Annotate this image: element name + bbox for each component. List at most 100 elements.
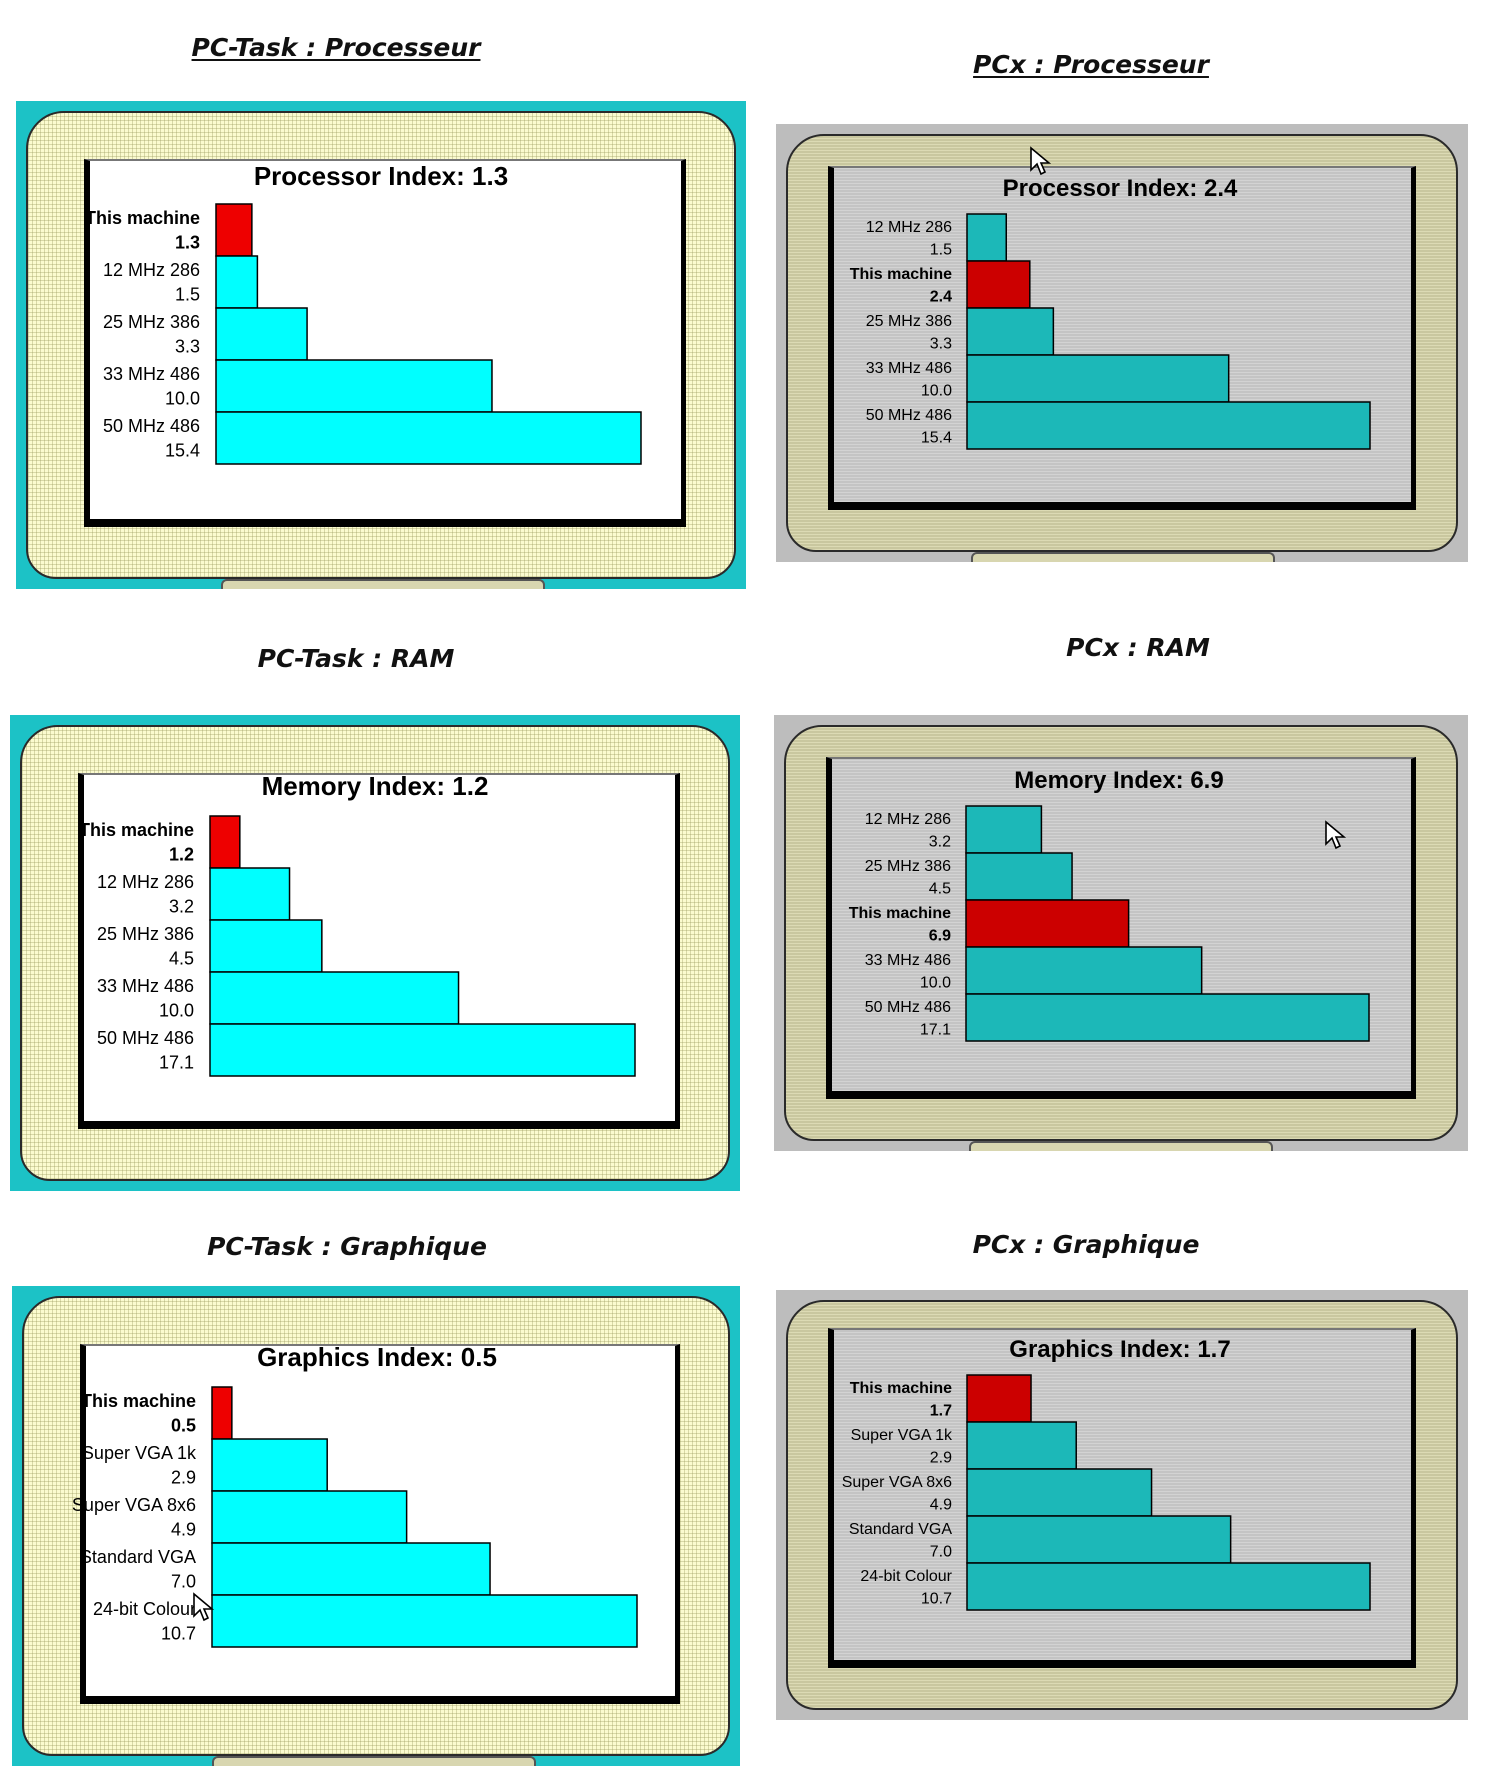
value-label: 6.9 bbox=[929, 927, 951, 944]
value-label: 4.9 bbox=[171, 1520, 196, 1540]
category-label: 25 MHz 386 bbox=[97, 924, 194, 944]
category-label: This machine bbox=[850, 266, 952, 283]
value-label: 17.1 bbox=[159, 1053, 194, 1073]
value-label: 1.7 bbox=[930, 1402, 952, 1419]
category-label: This machine bbox=[79, 820, 194, 840]
value-label: 7.0 bbox=[930, 1543, 952, 1560]
value-label: 7.0 bbox=[171, 1572, 196, 1592]
value-label: 4.5 bbox=[169, 949, 194, 969]
chart-title: Memory Index: 6.9 bbox=[1014, 767, 1223, 794]
bar-super-vga-8x6 bbox=[211, 1490, 408, 1544]
category-label: Super VGA 8x6 bbox=[842, 1474, 952, 1491]
bar-this-machine bbox=[215, 203, 253, 257]
chart-title: Graphics Index: 0.5 bbox=[257, 1342, 497, 1372]
caption-pcx-ram: PCx : RAM bbox=[1066, 633, 1210, 662]
category-label: This machine bbox=[849, 905, 951, 922]
category-label: 33 MHz 486 bbox=[866, 360, 952, 377]
mouse-pointer-icon bbox=[1030, 146, 1051, 176]
bar-50-mhz-486 bbox=[215, 411, 642, 465]
bar-50-mhz-486 bbox=[965, 993, 1370, 1042]
monitor-stand bbox=[969, 1141, 1273, 1151]
category-label: 24-bit Colour bbox=[93, 1599, 196, 1619]
bar-this-machine bbox=[965, 899, 1130, 948]
bar-25-mhz-386 bbox=[215, 307, 308, 361]
bar-12-mhz-286 bbox=[965, 805, 1043, 854]
caption-pctask-ram: PC-Task : RAM bbox=[257, 644, 455, 673]
monitor-stand bbox=[971, 552, 1275, 562]
memory-index-chart: Memory Index: 1.2 This machine 1.2 12 MHz 2… bbox=[79, 771, 636, 1077]
caption-pcx-processeur: PCx : Processeur bbox=[973, 50, 1209, 79]
value-label: 3.3 bbox=[175, 337, 200, 357]
category-label: 50 MHz 486 bbox=[103, 416, 200, 436]
bar-24-bit-colour bbox=[211, 1594, 638, 1648]
value-label: 10.0 bbox=[165, 389, 200, 409]
bar-25-mhz-386 bbox=[209, 919, 323, 973]
chart-title: Processor Index: 2.4 bbox=[1003, 175, 1238, 202]
caption-pctask-processeur: PC-Task : Processeur bbox=[191, 33, 481, 62]
bar-33-mhz-486 bbox=[215, 359, 493, 413]
category-label: Standard VGA bbox=[80, 1547, 196, 1567]
pctask-graphics-window: Graphics Index: 0.5 This machine 0.5 Super … bbox=[12, 1286, 740, 1766]
category-label: 12 MHz 286 bbox=[97, 872, 194, 892]
value-label: 1.5 bbox=[930, 241, 952, 258]
bar-this-machine bbox=[209, 815, 241, 869]
caption-pctask-graphique: PC-Task : Graphique bbox=[207, 1232, 487, 1261]
processor-index-chart: Processor Index: 2.4 12 MHz 286 1.5 This ma… bbox=[850, 175, 1371, 450]
monitor-stand bbox=[221, 579, 545, 589]
chart-title: Processor Index: 1.3 bbox=[254, 161, 508, 191]
category-label: Super VGA 1k bbox=[82, 1443, 197, 1463]
bar-33-mhz-486 bbox=[209, 971, 460, 1025]
mouse-pointer-icon bbox=[1325, 820, 1346, 850]
bar-this-machine bbox=[966, 260, 1031, 309]
memory-index-chart: Memory Index: 6.9 12 MHz 286 3.2 25 MHz 386… bbox=[849, 767, 1370, 1042]
value-label: 3.2 bbox=[169, 897, 194, 917]
value-label: 1.5 bbox=[175, 285, 200, 305]
category-label: Super VGA 8x6 bbox=[72, 1495, 196, 1515]
value-label: 4.5 bbox=[929, 880, 951, 897]
value-label: 10.0 bbox=[921, 382, 952, 399]
pcx-processor-window: Processor Index: 2.4 12 MHz 286 1.5 This ma… bbox=[776, 124, 1468, 562]
category-label: Standard VGA bbox=[849, 1521, 953, 1538]
bar-this-machine bbox=[966, 1374, 1032, 1423]
pctask-processor-window: Processor Index: 1.3 This machine 1.3 12 MH… bbox=[16, 101, 746, 589]
category-label: 25 MHz 386 bbox=[103, 312, 200, 332]
value-label: 15.4 bbox=[921, 429, 952, 446]
category-label: 24-bit Colour bbox=[860, 1568, 952, 1585]
value-label: 17.1 bbox=[920, 1021, 951, 1038]
category-label: This machine bbox=[850, 1380, 952, 1397]
value-label: 1.3 bbox=[175, 233, 200, 253]
bar-25-mhz-386 bbox=[966, 307, 1055, 356]
value-label: 1.2 bbox=[169, 845, 194, 865]
category-label: 33 MHz 486 bbox=[865, 952, 951, 969]
pctask-memory-window: Memory Index: 1.2 This machine 1.2 12 MHz 2… bbox=[10, 715, 740, 1191]
bar-super-vga-1k bbox=[966, 1421, 1077, 1470]
value-label: 2.9 bbox=[171, 1468, 196, 1488]
category-label: 50 MHz 486 bbox=[866, 407, 952, 424]
category-label: 50 MHz 486 bbox=[97, 1028, 194, 1048]
processor-index-chart: Processor Index: 1.3 This machine 1.3 12 MH… bbox=[85, 161, 642, 465]
bar-25-mhz-386 bbox=[965, 852, 1073, 901]
value-label: 10.7 bbox=[921, 1590, 952, 1607]
category-label: 33 MHz 486 bbox=[97, 976, 194, 996]
category-label: 12 MHz 286 bbox=[866, 219, 952, 236]
bar-super-vga-1k bbox=[211, 1438, 328, 1492]
value-label: 3.3 bbox=[930, 335, 952, 352]
bar-super-vga-8x6 bbox=[966, 1468, 1153, 1517]
bar-standard-vga bbox=[966, 1515, 1232, 1564]
pcx-graphics-window: Graphics Index: 1.7 This machine 1.7 Super … bbox=[776, 1290, 1468, 1720]
category-label: 50 MHz 486 bbox=[865, 999, 951, 1016]
category-label: 25 MHz 386 bbox=[865, 858, 951, 875]
bar-50-mhz-486 bbox=[966, 401, 1371, 450]
bar-standard-vga bbox=[211, 1542, 491, 1596]
value-label: 2.4 bbox=[930, 288, 952, 305]
value-label: 10.0 bbox=[920, 974, 951, 991]
monitor-screen bbox=[84, 159, 686, 527]
mouse-pointer-icon bbox=[193, 1592, 214, 1622]
chart-title: Graphics Index: 1.7 bbox=[1009, 1336, 1230, 1363]
monitor-frame bbox=[786, 134, 1458, 552]
bar-50-mhz-486 bbox=[209, 1023, 636, 1077]
monitor-frame bbox=[26, 111, 736, 579]
bar-24-bit-colour bbox=[966, 1562, 1371, 1611]
graphics-index-chart: Graphics Index: 0.5 This machine 0.5 Super … bbox=[72, 1342, 638, 1648]
value-label: 4.9 bbox=[930, 1496, 952, 1513]
